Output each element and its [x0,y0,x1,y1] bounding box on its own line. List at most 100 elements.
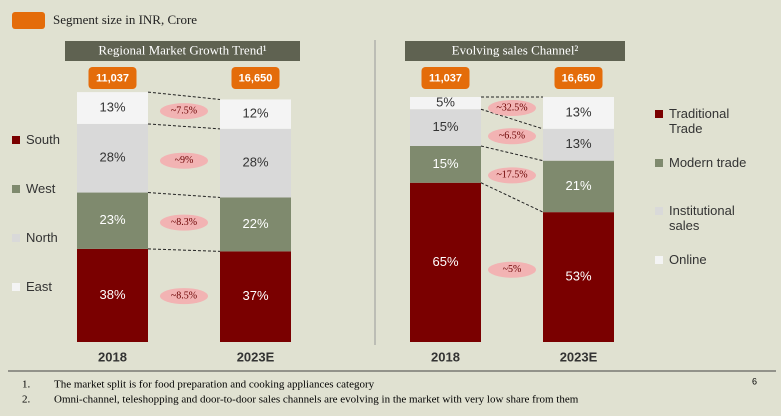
growth-label: ~7.5% [171,105,197,116]
x-tick-label: 2018 [98,349,127,364]
connector [147,91,221,100]
data-label: 53% [565,269,591,284]
bar-segment [220,99,291,129]
data-label: 21% [565,178,591,193]
legend-swatch [12,283,20,291]
connector [480,182,544,213]
x-tick-label: 2023E [237,349,275,364]
bar-segment [410,109,481,146]
legend-item: North [12,230,122,245]
title-banner [65,41,300,61]
bar-segment [220,251,291,342]
legend-item: Institutional sales [655,203,765,233]
data-label: 22% [242,216,268,231]
growth-pill [488,167,536,184]
legend-label: Institutional sales [669,203,735,233]
note-swatch [12,12,45,29]
growth-label: ~8.3% [171,217,197,228]
legend-swatch [655,110,663,118]
connector [147,192,221,198]
growth-pill [488,128,536,145]
legend-swatch [12,234,20,242]
legend-item: Traditional Trade [655,106,765,136]
bar-segment [77,192,148,249]
growth-label: ~8.5% [171,290,197,301]
growth-pill [488,261,536,278]
legend-swatch [12,136,20,144]
bar-segment [77,92,148,124]
connector [480,145,544,162]
footnote-number: 2. [22,394,31,406]
data-label: 5% [436,95,455,110]
data-label: 28% [99,150,125,165]
legend-label: South [26,132,60,147]
growth-label: ~32.5% [496,102,527,113]
total-label: 16,650 [562,72,596,84]
bar-segment [543,128,614,161]
chart-title: Regional Market Growth Trend¹ [98,42,266,57]
growth-pill [160,214,208,231]
data-label: 65% [432,254,458,269]
data-label: 15% [432,156,458,171]
legend-swatch [655,159,663,167]
total-label: 11,037 [96,72,129,84]
data-label: 23% [99,212,125,227]
data-label: 38% [99,287,125,302]
growth-label: ~9% [175,155,194,166]
legend-item: East [12,279,122,294]
growth-pill [160,152,208,169]
total-box [88,67,137,89]
footnote: The market split is for food preparation… [54,379,375,391]
bar-segment [410,97,481,110]
x-tick-label: 2018 [431,349,460,364]
footnote: Omni-channel, teleshopping and door-to-d… [54,394,579,406]
total-box [421,67,470,89]
data-label: 12% [242,106,268,121]
connector [480,108,544,130]
legend-swatch [655,256,663,264]
bar-segment [543,97,614,129]
legend-swatch [655,207,663,215]
total-box [554,67,603,89]
bar-segment [220,197,291,252]
legend-label: Modern trade [669,155,747,170]
growth-label: ~5% [503,264,522,275]
growth-pill [160,103,208,120]
data-label: 13% [99,99,125,114]
legend-label: Traditional Trade [669,106,730,136]
data-label: 13% [565,136,591,151]
legend-label: North [26,230,58,245]
bar-segment [410,182,481,342]
legend-item: West [12,181,122,196]
bar-segment [77,248,148,342]
growth-label: ~17.5% [496,170,527,181]
growth-pill [160,288,208,305]
x-tick-label: 2023E [560,349,598,364]
chart-title: Evolving sales Channel² [452,42,579,57]
bar-segment [543,160,614,213]
legend-swatch [12,185,20,193]
total-label: 11,037 [429,72,462,84]
data-label: 15% [432,119,458,134]
legend-item: Online [655,252,765,267]
legend-label: East [26,279,53,294]
footnote-number: 1. [22,379,31,391]
connector [147,123,221,130]
total-label: 16,650 [239,72,273,84]
data-label: 28% [242,155,268,170]
legend-item: Modern trade [655,155,765,170]
bar-segment [220,128,291,198]
legend-item: South [12,132,122,147]
legend-label: West [26,181,56,196]
connector [147,248,221,252]
legend-note: Segment size in INR, Crore [53,12,197,27]
legend-label: Online [669,252,707,267]
page-number: 6 [752,376,757,386]
bar-segment [543,212,614,342]
growth-pill [488,100,536,117]
bar-segment [410,146,481,183]
title-banner [405,41,625,61]
total-box [231,67,280,89]
